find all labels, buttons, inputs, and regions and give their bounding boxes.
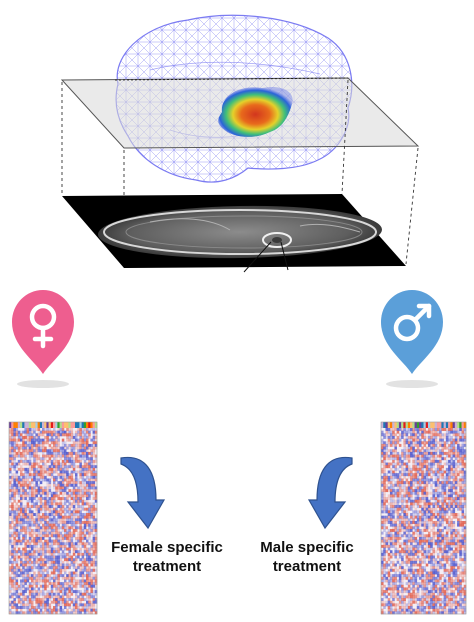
female-treatment-label-line2: treatment [132,558,202,575]
male-treatment-label-line1: Male specific [260,539,354,556]
male-curved-arrow [307,456,353,530]
female-location-pin [12,290,74,388]
female-symbol-icon [29,303,57,349]
male-symbol-icon [393,303,432,342]
female-expression-heatmap [8,421,98,615]
male-location-pin [381,290,443,388]
female-treatment-label: Female specific treatment [92,538,242,576]
tumor-heatmap-blob [218,86,293,137]
male-expression-heatmap [380,421,467,615]
lesion-pointer-lines [243,241,289,273]
female-treatment-label-line1: Female specific [111,539,223,556]
mri-slice-image [62,194,406,268]
male-treatment-label-line2: treatment [272,558,342,575]
male-treatment-label: Male specific treatment [232,538,382,576]
female-curved-arrow [120,456,166,530]
